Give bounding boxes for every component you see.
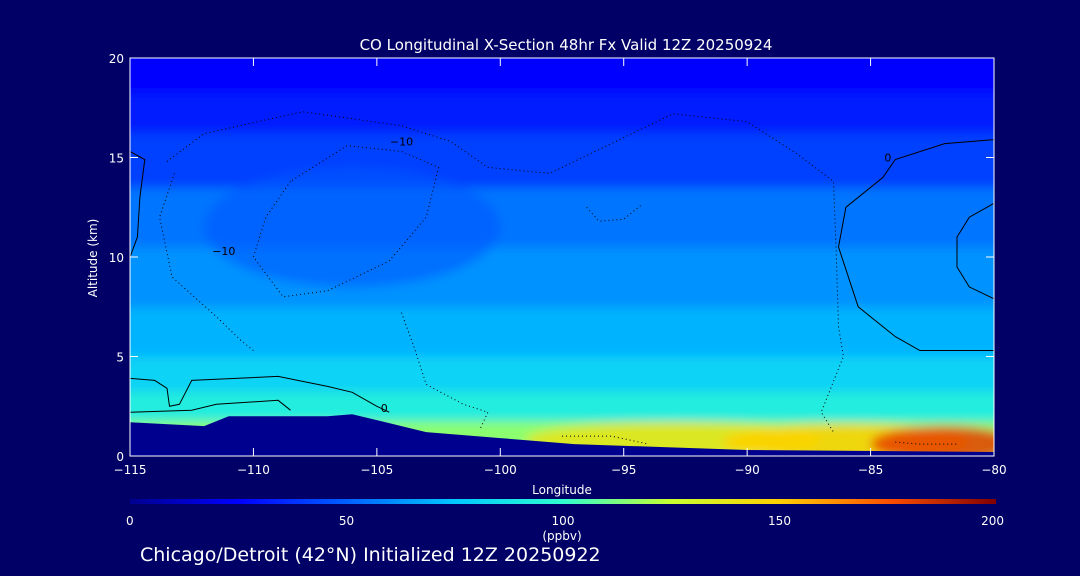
contour-line bbox=[252, 145, 440, 298]
y-axis: 0 5 10 15 20 bbox=[109, 52, 994, 464]
colorbar-ticks: 0 50 100 150 200 bbox=[126, 514, 1004, 528]
colorbar-tick-label: 50 bbox=[339, 514, 354, 528]
upper-streamer bbox=[204, 167, 501, 287]
contour-line bbox=[837, 139, 994, 351]
x-tick-label: −90 bbox=[734, 463, 759, 477]
x-tick-label: −80 bbox=[981, 463, 1006, 477]
terrain-mask bbox=[130, 414, 994, 456]
co-concentration-field bbox=[130, 58, 994, 456]
x-axis: −115 −110 −105 −100 −95 −90 −85 −80 bbox=[114, 58, 1007, 477]
y-tick-label: 20 bbox=[109, 52, 124, 66]
contour-line bbox=[130, 399, 291, 413]
field-band bbox=[130, 306, 994, 357]
contour-line bbox=[130, 151, 146, 258]
contour-line bbox=[562, 435, 649, 445]
plume-blob bbox=[870, 426, 994, 456]
contour-line bbox=[956, 202, 994, 300]
colorbar-tick-label: 150 bbox=[768, 514, 791, 528]
contour-label: 0 bbox=[381, 402, 388, 415]
contour-labels: −10 −10 0 0 0 bbox=[107, 136, 891, 416]
y-tick-label: 15 bbox=[109, 152, 124, 166]
y-axis-label: Altitude (km) bbox=[86, 219, 100, 298]
contour-label: 0 bbox=[107, 223, 114, 236]
y-tick-label: 0 bbox=[116, 450, 124, 464]
field-band bbox=[130, 92, 994, 133]
field-band bbox=[130, 356, 994, 392]
contour-label: 0 bbox=[884, 151, 891, 164]
y-tick-label: 10 bbox=[109, 251, 124, 265]
colorbar-tick-label: 100 bbox=[552, 514, 575, 528]
x-tick-label: −100 bbox=[484, 463, 517, 477]
colorbar-tick-label: 0 bbox=[126, 514, 134, 528]
field-band bbox=[130, 132, 994, 188]
caption: Chicago/Detroit (42°N) Initialized 12Z 2… bbox=[140, 544, 601, 566]
field-bands bbox=[130, 58, 994, 456]
x-tick-label: −85 bbox=[858, 463, 883, 477]
y-tick-label: 5 bbox=[116, 351, 124, 365]
colorbar bbox=[130, 499, 996, 504]
x-axis-label: Longitude bbox=[532, 483, 592, 497]
x-tick-label: −115 bbox=[114, 463, 147, 477]
anomaly-contours bbox=[130, 111, 994, 445]
contour-line bbox=[166, 111, 844, 433]
x-tick-label: −105 bbox=[360, 463, 393, 477]
x-tick-label: −95 bbox=[611, 463, 636, 477]
contour-line bbox=[401, 312, 489, 429]
field-band bbox=[130, 58, 994, 93]
chart-title: CO Longitudinal X-Section 48hr Fx Valid … bbox=[360, 36, 773, 54]
plot-area: −10 −10 0 0 0 bbox=[107, 58, 994, 456]
colorbar-tick-label: 200 bbox=[981, 514, 1004, 528]
contour-label: −10 bbox=[390, 136, 413, 149]
contour-line bbox=[130, 375, 390, 413]
colorbar-unit-label: (ppbv) bbox=[542, 529, 581, 543]
contour-line bbox=[895, 441, 957, 445]
contour-label: −10 bbox=[212, 245, 235, 258]
x-tick-label: −110 bbox=[237, 463, 270, 477]
